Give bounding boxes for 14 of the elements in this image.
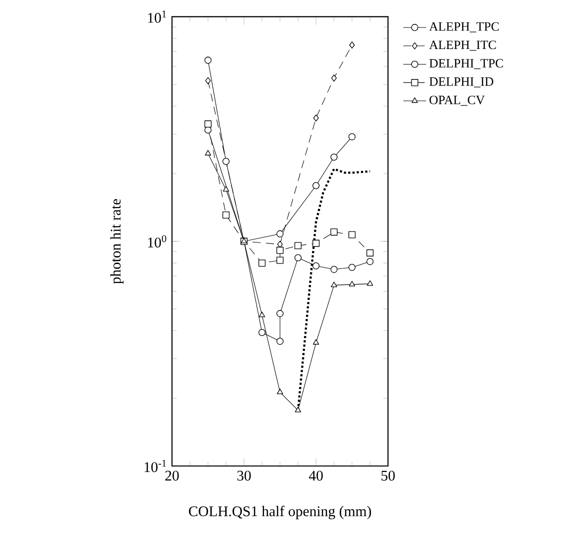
legend-label: ALEPH_TPC xyxy=(429,22,499,32)
legend-label: OPAL_CV xyxy=(430,96,485,106)
y-axis-title: photon hit rate xyxy=(110,199,124,284)
x-tick-label: 20 xyxy=(165,470,179,481)
x-axis-title: COLH.QS1 half opening (mm) xyxy=(188,506,372,520)
legend-label: ALEPH_ITC xyxy=(429,40,496,51)
x-tick-label: 40 xyxy=(308,470,323,481)
y-tick-label: 10$^{0}$ xyxy=(148,235,166,248)
x-tick-label: 50 xyxy=(382,470,395,481)
legend-label: DELPHI_ID xyxy=(429,77,494,88)
y-tick-label: 10$^{-1}$ xyxy=(144,460,166,472)
legend-label: DELPHI_TPC xyxy=(429,59,503,70)
y-tick-label: 10$^{1}$ xyxy=(148,10,166,23)
x-tick-label: 30 xyxy=(237,470,251,481)
